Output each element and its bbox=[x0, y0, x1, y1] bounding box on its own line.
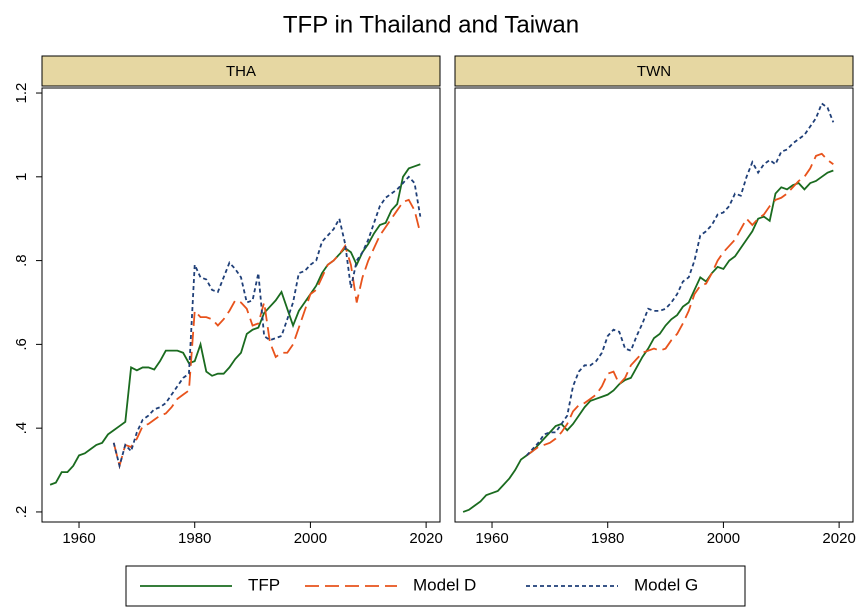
panel-header bbox=[454, 55, 854, 87]
y-tick-label: .8 bbox=[13, 254, 30, 267]
x-tick-label: 2000 bbox=[294, 530, 327, 547]
panel-title: THA bbox=[226, 63, 256, 80]
y-tick-label: .6 bbox=[13, 338, 30, 351]
legend-label: TFP bbox=[248, 575, 280, 594]
y-tick-label: 1 bbox=[13, 173, 30, 181]
series-line bbox=[526, 152, 834, 457]
panel-title: TWN bbox=[637, 63, 671, 80]
legend-label: Model D bbox=[413, 575, 476, 594]
x-tick-label: 1980 bbox=[591, 530, 624, 547]
series-line bbox=[112, 175, 422, 470]
series-line bbox=[49, 163, 421, 486]
x-tick-label: 2000 bbox=[707, 530, 740, 547]
x-tick-label: 1980 bbox=[178, 530, 211, 547]
y-tick-label: .4 bbox=[13, 422, 30, 435]
chart-title: TFP in Thailand and Taiwan bbox=[283, 11, 579, 38]
panel-header bbox=[41, 55, 441, 87]
series-line bbox=[462, 169, 834, 513]
x-tick-label: 2020 bbox=[409, 530, 442, 547]
plot-area bbox=[454, 87, 854, 523]
legend-label: Model G bbox=[634, 575, 698, 594]
x-tick-label: 1960 bbox=[62, 530, 95, 547]
x-tick-label: 1960 bbox=[475, 530, 508, 547]
series-line bbox=[112, 198, 422, 470]
y-tick-label: .2 bbox=[13, 506, 30, 519]
series-line bbox=[526, 102, 835, 457]
x-tick-label: 2020 bbox=[822, 530, 855, 547]
plot-area bbox=[41, 87, 441, 523]
y-tick-label: 1.2 bbox=[13, 83, 30, 104]
